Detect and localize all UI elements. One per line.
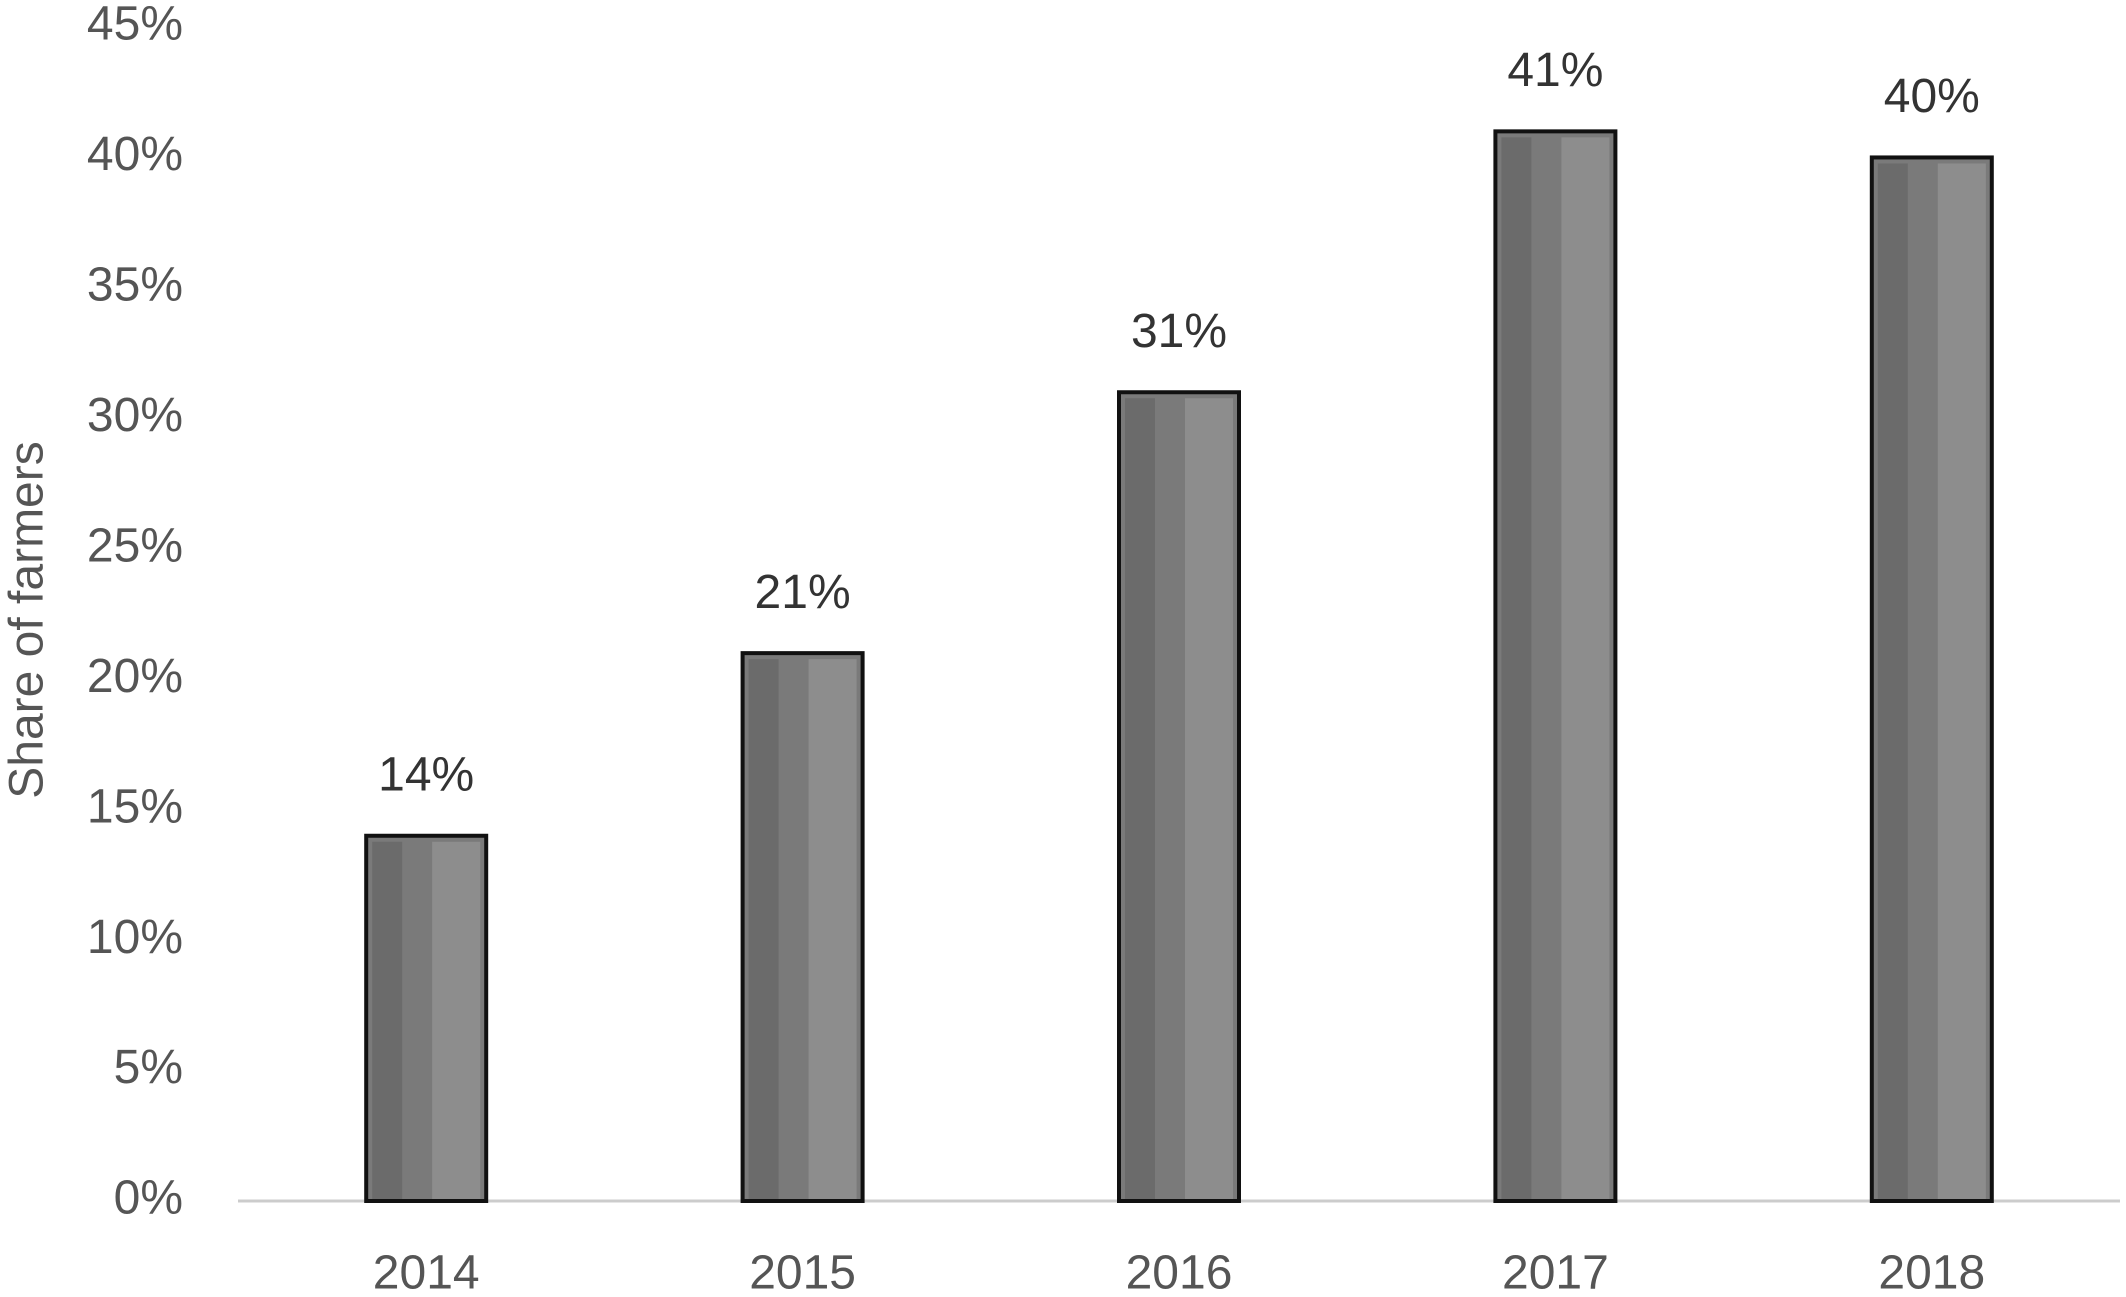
x-tick-label: 2016 [1126, 1247, 1233, 1297]
value-label: 31% [1131, 305, 1227, 358]
bar-bevel-dark [1501, 137, 1532, 1199]
value-label: 14% [378, 748, 474, 801]
y-tick-label: 10% [87, 911, 183, 964]
bar-bevel-dark [372, 841, 403, 1199]
value-label: 21% [755, 566, 851, 619]
value-label: 41% [1507, 44, 1603, 97]
y-tick-label: 0% [114, 1172, 183, 1225]
y-tick-label: 5% [114, 1041, 183, 1094]
bar-bevel-dark [1125, 398, 1155, 1199]
bar [1869, 155, 1994, 1203]
bar-bevel-light [432, 841, 481, 1199]
y-tick-label: 35% [87, 259, 183, 312]
bar-bevel-light [1561, 137, 1610, 1199]
y-tick-label: 25% [87, 519, 183, 572]
bar-bevel-dark [748, 659, 779, 1199]
x-tick-label: 2014 [373, 1247, 480, 1297]
y-tick-label: 40% [87, 128, 183, 181]
bar [364, 833, 489, 1203]
y-axis-label: Share of farmers [1, 441, 54, 798]
y-tick-label: 30% [87, 389, 183, 442]
bar [1493, 129, 1618, 1203]
bar-bevel-light [808, 659, 857, 1199]
x-tick-label: 2015 [749, 1247, 856, 1297]
x-tick-label: 2018 [1878, 1247, 1985, 1297]
y-tick-label: 45% [87, 0, 183, 51]
bar-bevel-light [1937, 163, 1986, 1199]
x-tick-label: 2017 [1502, 1247, 1609, 1297]
value-label: 40% [1884, 70, 1980, 123]
y-tick-label: 15% [87, 780, 183, 833]
bar [1117, 390, 1241, 1203]
bar-bevel-light [1185, 398, 1233, 1199]
bar [740, 651, 865, 1203]
y-tick-label: 20% [87, 650, 183, 703]
bar-bevel-dark [1877, 163, 1908, 1199]
